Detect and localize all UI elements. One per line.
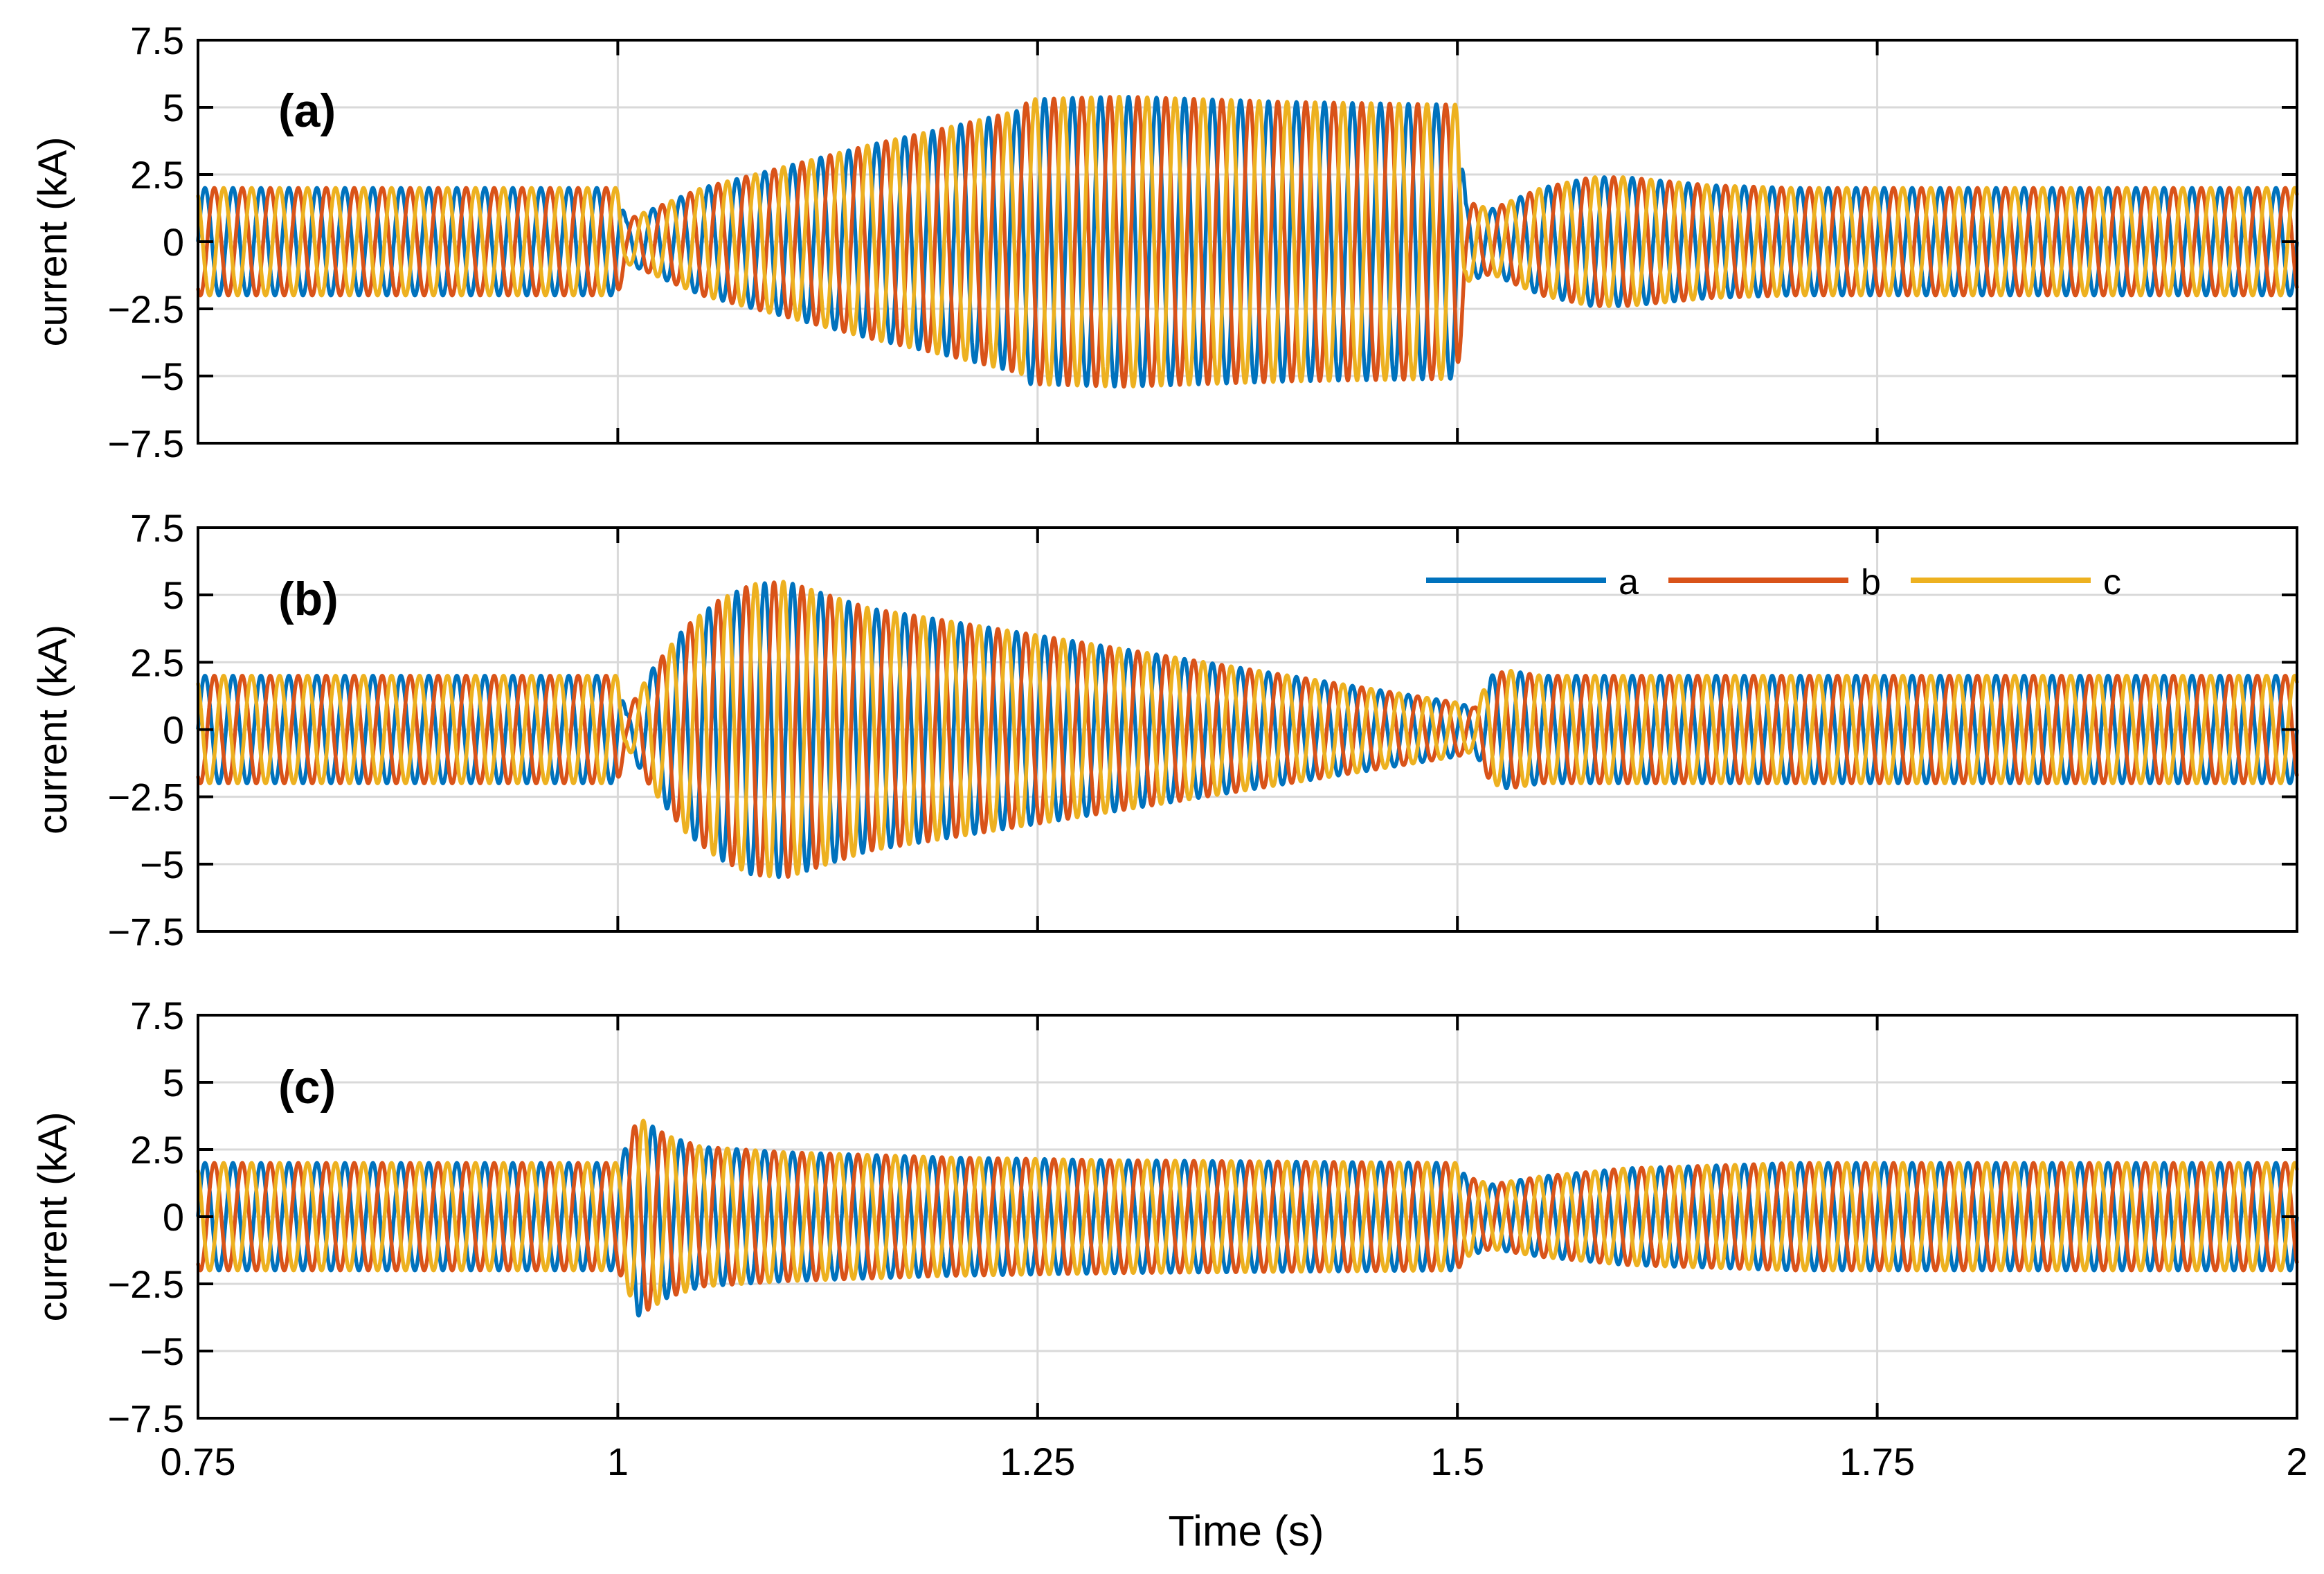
panel-c-ticks: −7.5 −5 −2.5 0 2.5 5 7.5 0.75 1 1.25 1.5 1.75 2 xyxy=(107,994,2307,1483)
x-tick-label-1: 1 xyxy=(607,1440,629,1483)
series-line-b xyxy=(196,95,2299,389)
legend-label-b: b xyxy=(1861,562,1881,602)
panel-b-series xyxy=(196,580,2299,879)
y-tick-label-2: −2.5 xyxy=(107,1262,184,1306)
series-line-a xyxy=(196,95,2299,388)
y-tick-label-5: 5 xyxy=(163,1061,184,1105)
series-line-c xyxy=(196,94,2299,388)
series-line-a xyxy=(196,581,2299,879)
panel-b: −7.5 −5 −2.5 0 2.5 5 7.5 (b) current (kA) a b … xyxy=(30,506,2299,954)
y-tick-label-0: −7.5 xyxy=(107,910,184,954)
y-tick-label-1: −5 xyxy=(140,843,184,886)
y-tick-label-1: −5 xyxy=(140,355,184,398)
y-tick-label-3: 0 xyxy=(163,1195,184,1239)
x-tick-label-5: 2 xyxy=(2286,1440,2307,1483)
panel-b-ylabel: current (kA) xyxy=(30,625,75,834)
series-line-c xyxy=(196,1118,2299,1306)
legend: a b c xyxy=(1426,562,2121,602)
panel-a-label: (a) xyxy=(278,84,336,137)
y-tick-label-2: −2.5 xyxy=(107,287,184,331)
panel-c-label: (c) xyxy=(278,1061,336,1114)
y-tick-label-4: 2.5 xyxy=(130,153,184,197)
legend-label-c: c xyxy=(2103,562,2121,602)
panel-c: −7.5−5−2.502.557.50.75 1 1.25 1.5 1.75 2 (c) … xyxy=(30,994,2308,1483)
y-tick-label-0: −7.5 xyxy=(107,1397,184,1440)
y-tick-label-4: 2.5 xyxy=(130,1128,184,1172)
y-tick-label-2: −2.5 xyxy=(107,776,184,819)
series-line-b xyxy=(196,1124,2299,1312)
y-tick-label-0: −7.5 xyxy=(107,422,184,465)
panel-a: −7.5 −5 −2.5 0 2.5 5 7.5 (a) current (kA) xyxy=(30,19,2299,465)
y-tick-label-6: 7.5 xyxy=(130,506,184,550)
panel-a-ylabel: current (kA) xyxy=(30,137,75,347)
panel-b-ticks: −7.5 −5 −2.5 0 2.5 5 7.5 xyxy=(107,506,2298,954)
y-tick-label-3: 0 xyxy=(163,708,184,752)
y-tick-label-5: 5 xyxy=(163,573,184,617)
x-axis-label: Time (s) xyxy=(1169,1508,1324,1555)
panel-b-label: (b) xyxy=(278,573,339,625)
panel-c-ylabel: current (kA) xyxy=(30,1112,75,1322)
y-tick-label-4: 2.5 xyxy=(130,641,184,684)
y-tick-label-5: 5 xyxy=(163,86,184,129)
panel-c-series xyxy=(196,1118,2299,1318)
x-tick-label-0: 0.75 xyxy=(161,1440,236,1483)
panel-a-series xyxy=(196,94,2299,389)
legend-label-a: a xyxy=(1619,562,1639,602)
x-tick-label-4: 1.75 xyxy=(1839,1440,1915,1483)
y-tick-label-3: 0 xyxy=(163,220,184,264)
y-tick-label-6: 7.5 xyxy=(130,994,184,1037)
series-line-b xyxy=(196,580,2299,879)
series-line-c xyxy=(196,580,2299,879)
series-line-a xyxy=(196,1124,2299,1318)
panel-a-ticks: −7.5 −5 −2.5 0 2.5 5 7.5 xyxy=(107,19,2298,465)
y-tick-label-6: 7.5 xyxy=(130,19,184,62)
x-tick-label-2: 1.25 xyxy=(1000,1440,1075,1483)
x-tick-label-3: 1.5 xyxy=(1430,1440,1484,1483)
y-tick-label-1: −5 xyxy=(140,1330,184,1373)
